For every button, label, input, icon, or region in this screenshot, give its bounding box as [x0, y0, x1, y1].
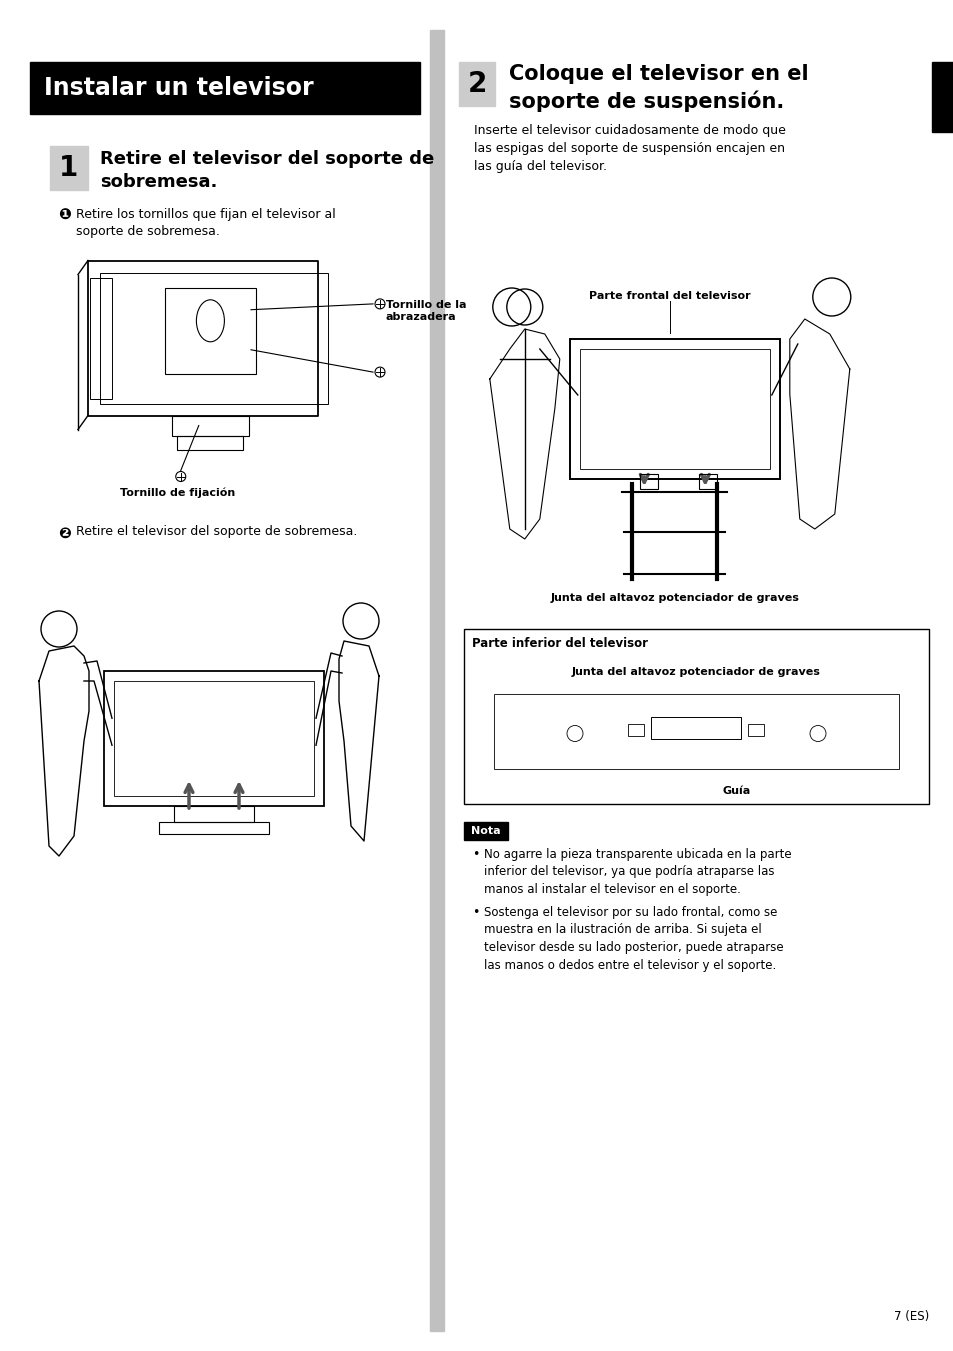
Bar [931, 62, 953, 132]
Bar [651, 716, 740, 739]
Bar [100, 273, 328, 404]
Text: Junta del altavoz potenciador de graves: Junta del altavoz potenciador de graves [572, 667, 821, 677]
Bar [494, 694, 898, 769]
Bar [165, 288, 255, 374]
Text: Tornillo de la
abrazadera: Tornillo de la abrazadera [386, 300, 466, 323]
Text: Parte inferior del televisor: Parte inferior del televisor [472, 638, 647, 650]
Bar [748, 724, 763, 735]
Text: Guía: Guía [721, 786, 750, 796]
Text: •: • [472, 848, 478, 861]
Text: Instalar un televisor: Instalar un televisor [44, 76, 314, 100]
Bar [113, 681, 314, 796]
Text: 7 (ES): 7 (ES) [893, 1310, 928, 1323]
Text: Junta del altavoz potenciador de graves: Junta del altavoz potenciador de graves [550, 593, 799, 603]
Bar [30, 62, 419, 113]
Bar [50, 146, 88, 190]
Bar [458, 62, 495, 105]
Bar [463, 821, 507, 840]
Bar [173, 807, 253, 821]
Text: Inserte el televisor cuidadosamente de modo que
las espigas del soporte de suspe: Inserte el televisor cuidadosamente de m… [474, 124, 785, 173]
Text: Parte frontal del televisor: Parte frontal del televisor [588, 290, 750, 301]
Text: Tornillo de fijación: Tornillo de fijación [120, 488, 235, 499]
Bar [579, 349, 769, 469]
Bar [699, 474, 717, 489]
Bar [159, 821, 269, 834]
Text: ❷: ❷ [58, 526, 71, 540]
Text: Retire los tornillos que fijan el televisor al
soporte de sobremesa.: Retire los tornillos que fijan el televi… [76, 208, 335, 238]
Text: 1: 1 [59, 154, 78, 182]
Text: Nota: Nota [471, 825, 500, 836]
Text: No agarre la pieza transparente ubicada en la parte
inferior del televisor, ya q: No agarre la pieza transparente ubicada … [483, 848, 791, 896]
Text: ❶: ❶ [58, 208, 71, 223]
Text: Retire el televisor del soporte de
sobremesa.: Retire el televisor del soporte de sobre… [100, 150, 434, 190]
Bar [639, 474, 658, 489]
Bar [430, 30, 443, 1331]
Bar [569, 339, 779, 480]
Bar [104, 671, 324, 807]
Text: •: • [472, 907, 478, 919]
Bar [177, 435, 243, 450]
Bar [172, 416, 249, 435]
Text: Sostenga el televisor por su lado frontal, como se
muestra en la ilustración de : Sostenga el televisor por su lado fronta… [483, 907, 782, 971]
Text: Coloque el televisor en el
soporte de suspensión.: Coloque el televisor en el soporte de su… [509, 63, 808, 112]
Bar [666, 721, 726, 734]
Text: 2: 2 [467, 70, 486, 99]
Bar [90, 277, 112, 399]
Bar [463, 630, 928, 804]
Bar [494, 694, 898, 769]
Text: Retire el televisor del soporte de sobremesa.: Retire el televisor del soporte de sobre… [76, 526, 357, 539]
Bar [628, 724, 644, 735]
